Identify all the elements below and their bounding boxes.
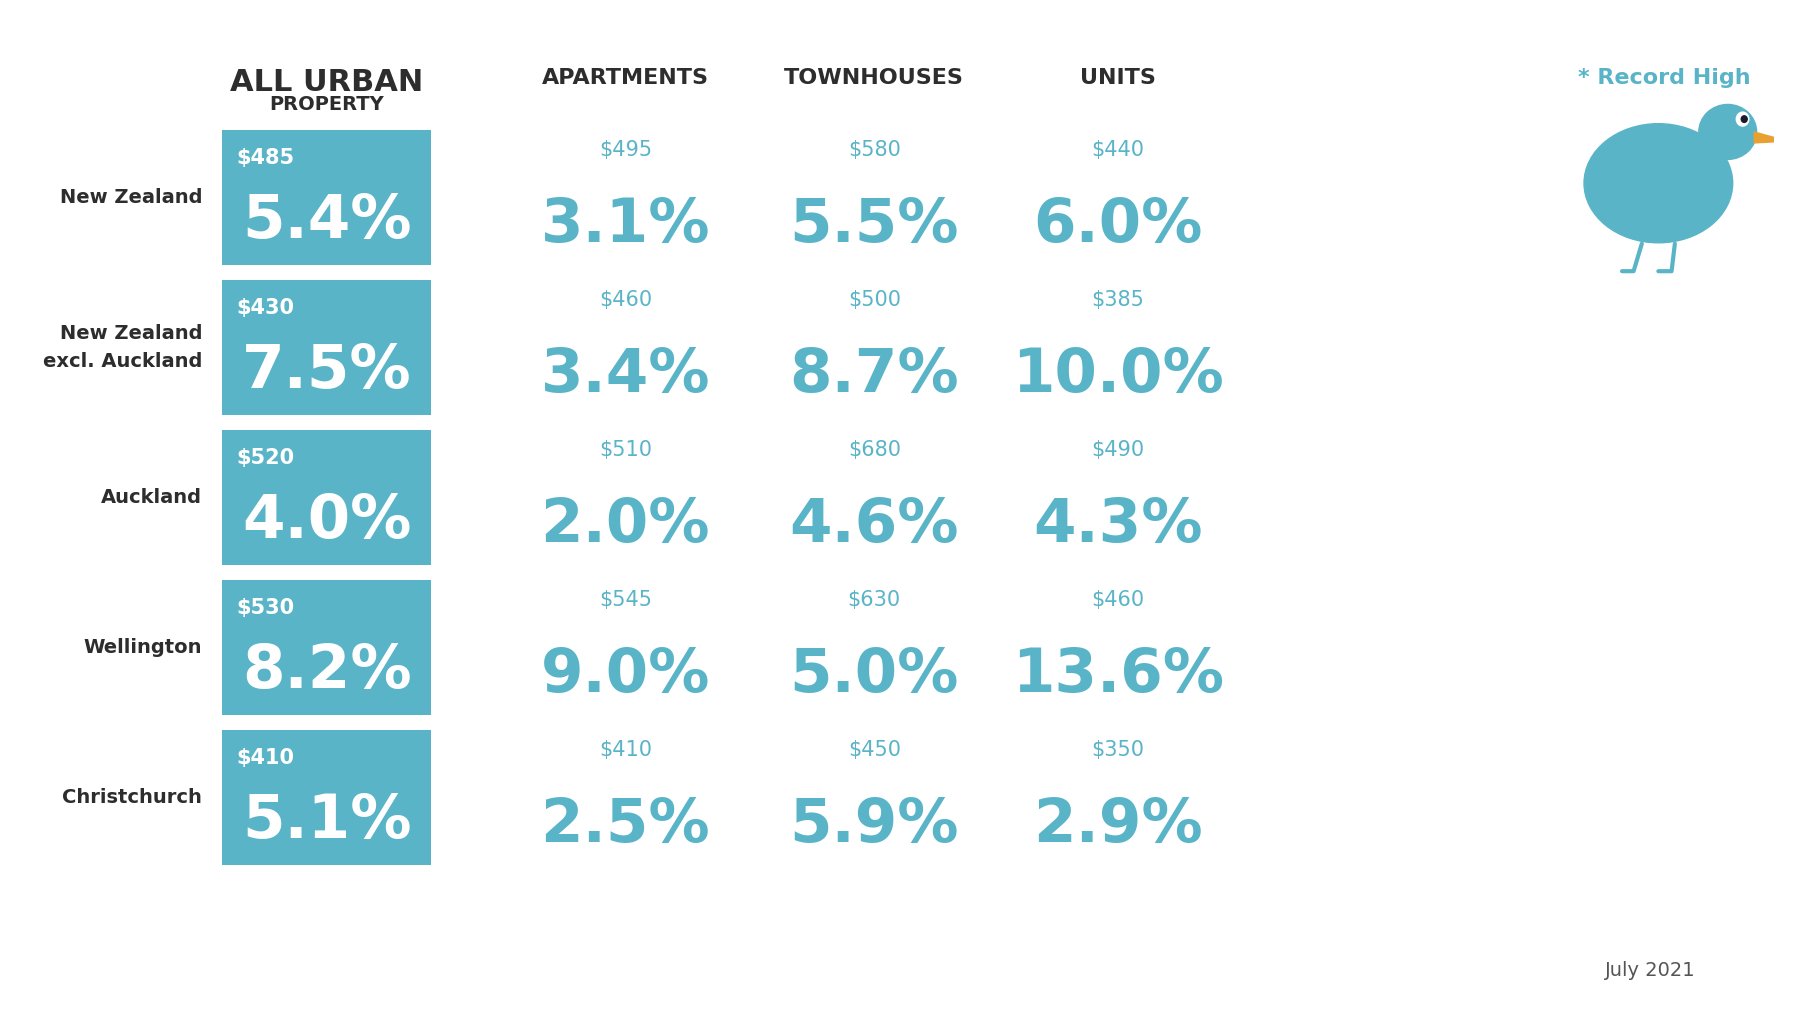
Text: UNITS: UNITS [1081, 68, 1157, 88]
Text: 10.0%: 10.0% [1012, 346, 1224, 405]
Bar [223, 280, 431, 415]
Bar [223, 130, 431, 265]
Text: $500: $500 [847, 290, 901, 310]
Text: $430: $430 [237, 298, 295, 318]
Text: $450: $450 [847, 740, 901, 760]
Text: Auckland: Auckland [101, 488, 203, 507]
Text: $495: $495 [599, 140, 652, 160]
Text: 8.7%: 8.7% [789, 346, 959, 405]
Text: 5.4%: 5.4% [243, 192, 411, 251]
Text: 8.2%: 8.2% [243, 642, 411, 701]
Text: July 2021: July 2021 [1605, 961, 1696, 980]
Text: $490: $490 [1091, 440, 1144, 460]
Text: 7.5%: 7.5% [243, 342, 411, 401]
Text: $460: $460 [599, 290, 652, 310]
Text: 2.9%: 2.9% [1034, 796, 1204, 855]
Text: TOWNHOUSES: TOWNHOUSES [784, 68, 965, 88]
Text: * Record High: * Record High [1578, 68, 1750, 88]
Bar [223, 430, 431, 565]
Text: 6.0%: 6.0% [1034, 196, 1204, 254]
Text: ALL URBAN: ALL URBAN [230, 68, 424, 97]
Text: 3.4%: 3.4% [541, 346, 710, 405]
Text: $410: $410 [237, 748, 295, 768]
Text: 5.1%: 5.1% [243, 792, 411, 851]
Text: 2.5%: 2.5% [541, 796, 710, 855]
Text: Christchurch: Christchurch [63, 788, 203, 807]
Text: 5.9%: 5.9% [789, 796, 959, 855]
Text: $680: $680 [847, 440, 901, 460]
Text: PROPERTY: PROPERTY [270, 95, 384, 114]
Text: 4.3%: 4.3% [1034, 496, 1204, 555]
Text: $520: $520 [237, 448, 295, 468]
Text: $510: $510 [599, 440, 652, 460]
Text: excl. Auckland: excl. Auckland [43, 352, 203, 371]
Text: New Zealand: New Zealand [60, 324, 203, 343]
Text: 13.6%: 13.6% [1012, 646, 1224, 705]
Text: New Zealand: New Zealand [60, 188, 203, 207]
Bar [223, 580, 431, 715]
Text: $440: $440 [1091, 140, 1144, 160]
Text: $580: $580 [847, 140, 901, 160]
Text: $630: $630 [847, 590, 901, 610]
Text: 2.0%: 2.0% [541, 496, 710, 555]
Text: $460: $460 [1091, 590, 1144, 610]
Text: Wellington: Wellington [83, 638, 203, 657]
Text: 3.1%: 3.1% [541, 196, 710, 254]
Text: $350: $350 [1091, 740, 1144, 760]
Text: 5.5%: 5.5% [789, 196, 959, 254]
Text: APARTMENTS: APARTMENTS [541, 68, 710, 88]
Text: $485: $485 [237, 148, 295, 168]
Text: $385: $385 [1091, 290, 1144, 310]
Text: 4.6%: 4.6% [789, 496, 959, 555]
Text: 5.0%: 5.0% [789, 646, 959, 705]
Text: $410: $410 [599, 740, 652, 760]
Text: $530: $530 [237, 598, 295, 618]
Text: $545: $545 [599, 590, 652, 610]
Text: 9.0%: 9.0% [541, 646, 710, 705]
Text: 4.0%: 4.0% [243, 492, 411, 551]
Bar [223, 730, 431, 865]
